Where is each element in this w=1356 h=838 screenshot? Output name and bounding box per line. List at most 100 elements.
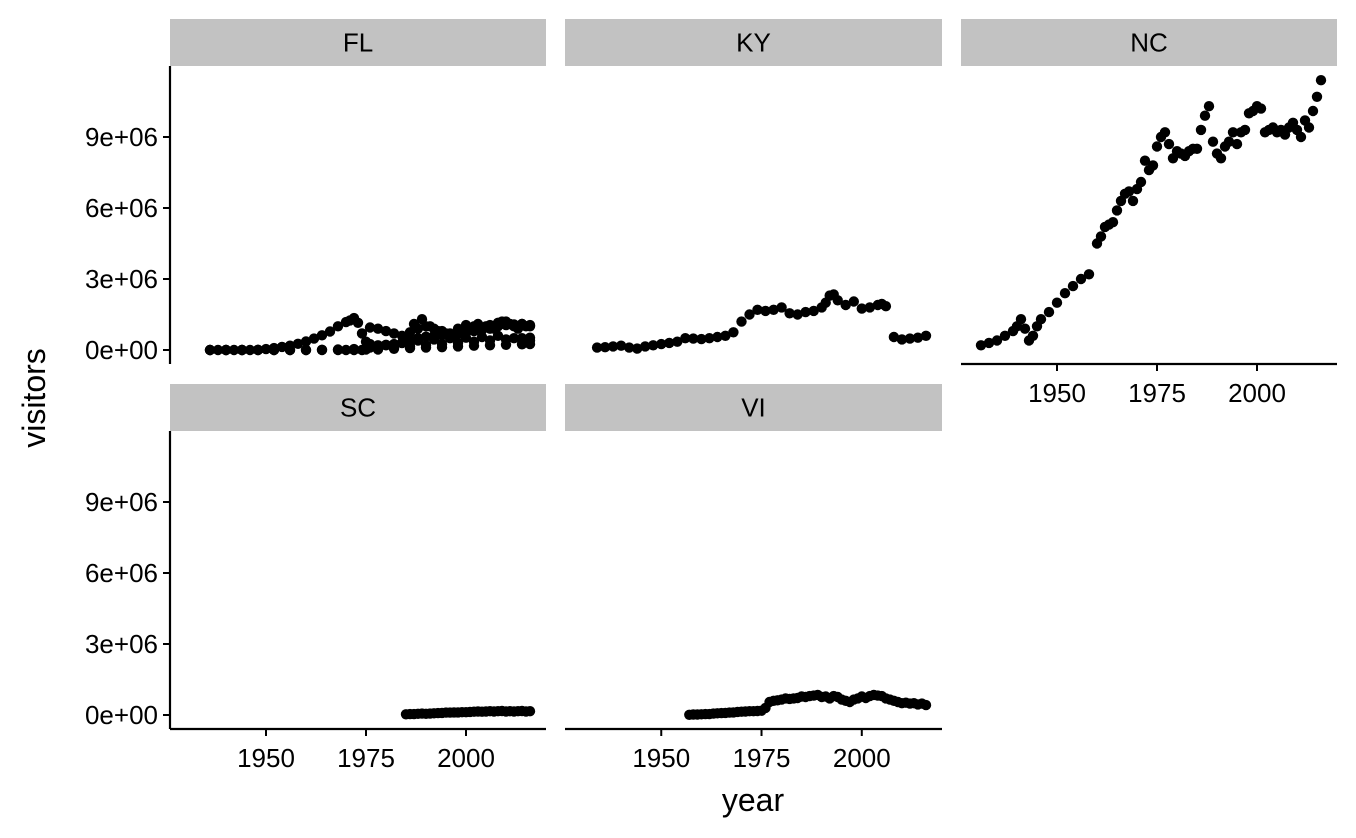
data-point [599, 342, 611, 353]
data-point [1203, 101, 1215, 112]
data-point [404, 342, 416, 354]
data-point [484, 340, 496, 351]
data-point [300, 344, 312, 356]
data-point [512, 323, 524, 334]
data-point [276, 341, 288, 353]
data-point [904, 333, 916, 344]
data-point [1111, 205, 1123, 216]
facet-strip-label: NC [1130, 28, 1168, 58]
data-point [468, 340, 480, 351]
data-point [284, 344, 296, 356]
data-point [712, 331, 723, 343]
data-point [760, 305, 771, 317]
y-tick-label: 3e+06 [85, 264, 158, 294]
data-point [920, 330, 932, 341]
data-point [420, 331, 432, 342]
data-point [448, 330, 460, 341]
data-point [524, 338, 536, 350]
facet-strip-label: FL [343, 28, 373, 58]
facet-strip-label: VI [741, 393, 766, 423]
data-point [416, 314, 428, 325]
data-point [808, 305, 819, 317]
data-point [864, 302, 875, 313]
data-point [1067, 280, 1079, 292]
data-point [1127, 195, 1139, 207]
data-point [388, 343, 400, 354]
data-point [372, 344, 384, 355]
data-point [1059, 288, 1071, 299]
x-tick-label: 2000 [1228, 378, 1286, 408]
data-point [500, 339, 512, 350]
data-point [356, 328, 368, 339]
data-point [1303, 122, 1315, 133]
data-point [1315, 75, 1327, 86]
data-point [1227, 127, 1239, 138]
data-point [300, 336, 312, 347]
data-point [1307, 105, 1319, 117]
facet-panel-nc: NC 1950 1975 2000 [961, 19, 1337, 408]
data-point [1051, 297, 1063, 308]
data-point [364, 322, 376, 333]
data-point [624, 342, 635, 353]
data-point [212, 344, 224, 356]
data-point [720, 330, 731, 341]
x-axis-title: year [722, 782, 785, 818]
data-point [236, 344, 248, 356]
x-tick-label: 1975 [733, 743, 791, 773]
data-point [332, 344, 344, 356]
data-point [1295, 131, 1307, 143]
data-point [784, 308, 795, 319]
data-point [316, 344, 328, 356]
data-point [912, 332, 924, 343]
data-point [680, 333, 691, 344]
data-point [591, 342, 603, 353]
data-point [920, 699, 932, 711]
data-point [516, 339, 528, 350]
data-point [404, 327, 416, 338]
data-point [440, 328, 452, 339]
data-point [672, 336, 683, 347]
facet-panel-sc: SC 0e+00 3e+06 6e+06 9e+06 1950 1975 2000 [85, 384, 546, 773]
data-point [352, 317, 364, 328]
x-tick-label: 2000 [437, 743, 495, 773]
data-point [380, 340, 392, 351]
data-point [1135, 176, 1147, 188]
data-point [1043, 306, 1055, 318]
facet-strip [961, 19, 1337, 66]
data-point [388, 328, 400, 339]
facet-strip [565, 19, 942, 66]
data-point [632, 343, 643, 354]
data-point [607, 341, 619, 352]
data-point [504, 318, 516, 330]
data-point [220, 344, 232, 356]
data-point [456, 328, 468, 339]
data-point [1191, 143, 1203, 154]
data-point [436, 342, 448, 353]
data-point [1163, 138, 1175, 150]
data-point [252, 344, 264, 356]
data-point [664, 337, 675, 349]
facet-strip [565, 384, 942, 431]
data-point [476, 331, 488, 343]
facet-panel-ky: KY [565, 19, 942, 354]
data-point [1083, 269, 1095, 280]
data-point [615, 340, 627, 351]
data-point [420, 342, 432, 353]
data-point [856, 303, 867, 314]
data-point [648, 340, 659, 351]
x-tick-label: 1975 [337, 743, 395, 773]
data-point [768, 304, 779, 315]
data-point [656, 338, 667, 350]
data-point [1027, 330, 1039, 341]
data-point [432, 325, 444, 337]
data-point [424, 321, 436, 332]
data-point [983, 337, 995, 349]
data-point [260, 343, 272, 355]
data-point [508, 333, 520, 344]
data-point [380, 325, 392, 337]
y-tick-label: 0e+00 [85, 335, 158, 365]
data-point [1139, 155, 1151, 166]
x-tick-label: 1950 [237, 743, 295, 773]
data-point [480, 321, 492, 332]
x-tick-label: 2000 [833, 743, 891, 773]
